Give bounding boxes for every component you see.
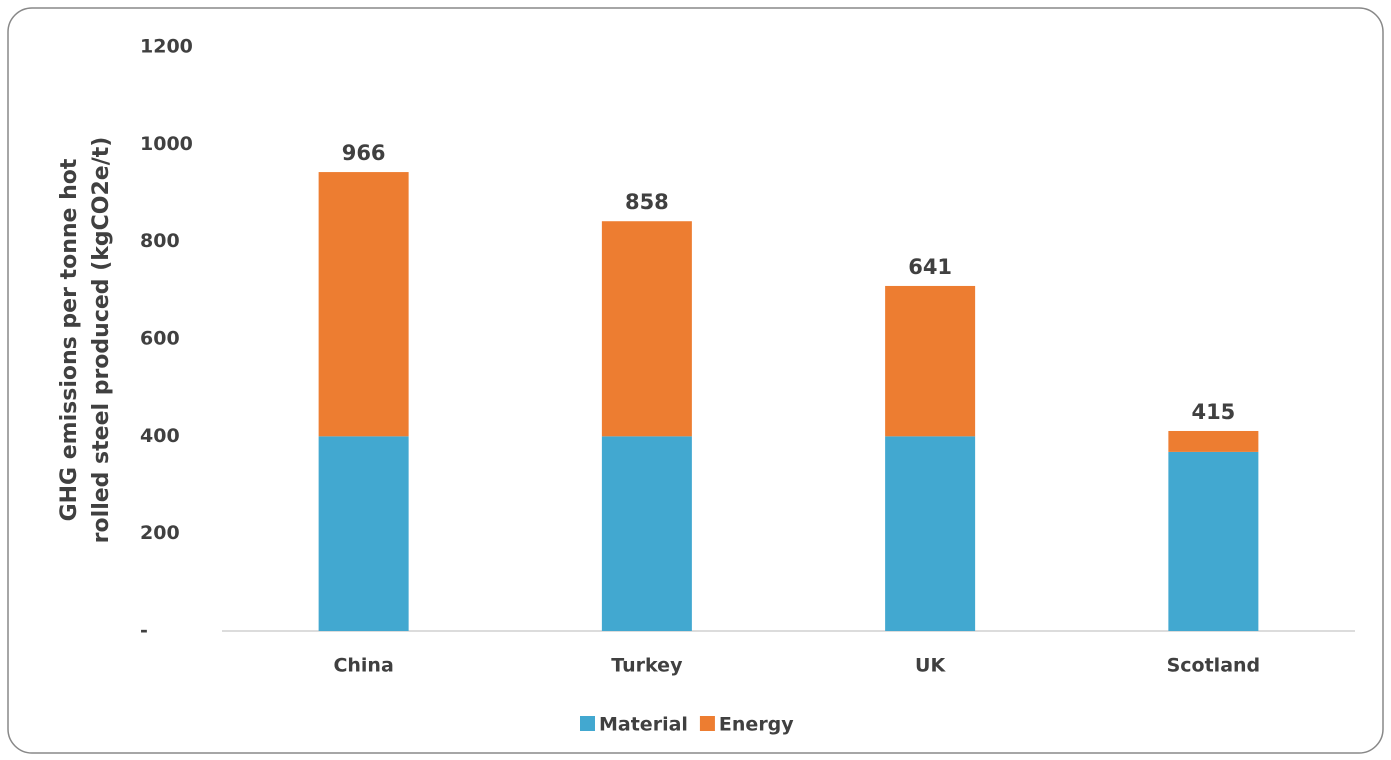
x-tick-label: Scotland [1167, 655, 1261, 677]
x-tick-label: Turkey [611, 655, 683, 677]
bar-segment [318, 436, 409, 631]
bar-segment [1168, 451, 1259, 631]
bar-segment [885, 436, 976, 631]
y-tick-label: 200 [140, 522, 180, 544]
y-axis-label: GHG emissions per tonne hot rolled steel… [57, 137, 114, 544]
y-axis-label-line: rolled steel produced (kgCO2e/t) [89, 137, 114, 544]
y-tick-label: 600 [140, 328, 180, 350]
bar-segment [601, 221, 692, 437]
legend-label: Energy [719, 714, 794, 736]
y-tick-label: 1200 [140, 36, 193, 58]
total-label: 415 [1191, 400, 1235, 424]
legend-swatch [580, 716, 595, 731]
y-axis-label-line: GHG emissions per tonne hot [57, 158, 82, 521]
total-label: 641 [908, 255, 952, 279]
x-tick-label: UK [915, 655, 946, 677]
y-tick-label: 1000 [140, 133, 193, 155]
y-tick-label: - [140, 620, 148, 642]
y-tick-label: 800 [140, 230, 180, 252]
bar-segment [885, 285, 976, 437]
bar-segment [1168, 430, 1259, 452]
bar-segment [318, 172, 409, 437]
x-tick-label: China [333, 655, 393, 677]
legend-label: Material [599, 714, 688, 736]
chart-frame [7, 7, 1384, 754]
total-label: 858 [625, 190, 669, 214]
legend-swatch [699, 716, 715, 731]
bar-segment [601, 436, 692, 631]
total-label: 966 [342, 141, 386, 165]
y-tick-label: 400 [140, 425, 180, 447]
